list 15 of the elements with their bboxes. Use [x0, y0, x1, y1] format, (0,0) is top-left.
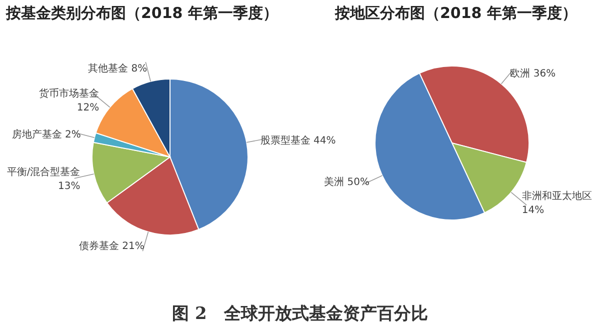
slice-label: 其他基金 8%	[88, 62, 148, 74]
slice-label: 非洲和亚太地区	[522, 190, 592, 202]
caption: 图 2 全球开放式基金资产百分比	[171, 303, 429, 325]
data-label: 12%	[76, 102, 100, 114]
data-label: 13%	[58, 181, 80, 192]
slice-label: 欧洲 36%	[510, 68, 556, 80]
slice-label: 债券基金 21%	[78, 240, 144, 252]
data-label: 14%	[522, 205, 544, 216]
slice-label: 货币市场基金	[39, 87, 100, 100]
slice-label: 股票型基金 44%	[260, 134, 336, 146]
chart-title: 按基金类别分布图（2018 年第一季度）	[6, 4, 278, 23]
chart-title: 按地区分布图（2018 年第一季度）	[335, 4, 577, 23]
slice-label: 美洲 50%	[324, 176, 370, 188]
slice-label: 平衡/混合型基金	[6, 166, 80, 178]
slice-label: 房地产基金 2%	[12, 128, 81, 141]
